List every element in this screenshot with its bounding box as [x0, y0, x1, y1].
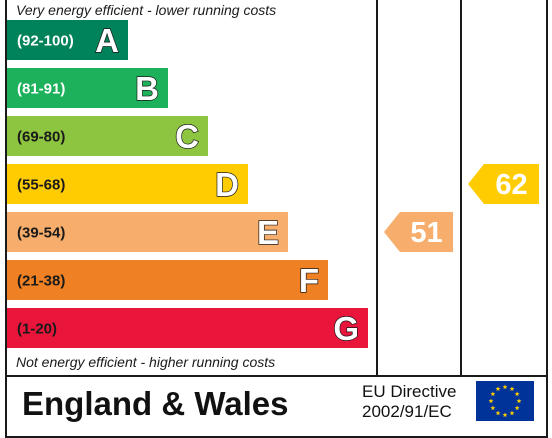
eu-flag-star [488, 398, 494, 404]
band-bar [7, 116, 208, 156]
eu-flag-star [490, 405, 496, 411]
band-range-label: (39-54) [17, 225, 65, 242]
eu-flag-star [490, 391, 496, 397]
band-range-label: (92-100) [17, 33, 74, 50]
eu-flag-star [495, 410, 501, 416]
band-letter: D [215, 166, 239, 203]
footer-directive-line2: 2002/91/EC [362, 402, 452, 421]
current-rating-value: 51 [410, 217, 442, 249]
band-letter: A [95, 22, 119, 59]
chart-frame [5, 0, 548, 438]
band-f: (21-38) F [7, 260, 328, 300]
band-range-label: (55-68) [17, 177, 65, 194]
band-c: (69-80) C [7, 116, 208, 156]
eu-flag-star [502, 412, 508, 418]
eu-flag-star [516, 398, 522, 404]
footer-directive-line1: EU Directive [362, 382, 456, 401]
eu-flag-star [514, 405, 520, 411]
potential-rating-arrow [468, 164, 539, 204]
band-range-label: (69-80) [17, 129, 65, 146]
band-letter: B [135, 70, 159, 107]
eu-flag-icon [476, 381, 534, 421]
band-letter: F [299, 262, 319, 299]
band-bar [7, 260, 328, 300]
band-letter: E [257, 214, 279, 251]
bottom-note: Not energy efficient - higher running co… [16, 354, 275, 370]
band-range-label: (21-38) [17, 273, 65, 290]
eu-flag-star [502, 384, 508, 390]
current-rating: 51 [384, 212, 453, 252]
band-bar [7, 212, 288, 252]
band-bar [7, 20, 128, 60]
band-a: (92-100) A [7, 20, 128, 60]
band-bar [7, 68, 168, 108]
band-e: (39-54) E [7, 212, 288, 252]
band-letter: G [333, 310, 359, 347]
eu-flag-star [495, 386, 501, 391]
potential-rating-value: 62 [495, 169, 527, 201]
band-b: (81-91) B [7, 68, 168, 108]
rating-bands: (92-100) A (81-91) B (69-80) C (55-68) D (39-54)… [7, 20, 368, 348]
current-rating-arrow [384, 212, 453, 252]
band-bar [7, 164, 248, 204]
eu-flag-star [509, 410, 515, 416]
band-range-label: (81-91) [17, 81, 65, 98]
potential-rating: 62 [468, 164, 539, 204]
band-g: (1-20) G [7, 308, 368, 348]
score-arrows: 51 62 [384, 164, 539, 252]
band-bar [7, 308, 368, 348]
band-letter: C [175, 118, 199, 155]
eu-flag-star [514, 391, 520, 397]
band-range-label: (1-20) [17, 321, 57, 338]
top-note: Very energy efficient - lower running co… [16, 2, 276, 18]
eu-flag-star [509, 386, 515, 391]
footer-country: England & Wales [22, 385, 288, 422]
band-d: (55-68) D [7, 164, 248, 204]
